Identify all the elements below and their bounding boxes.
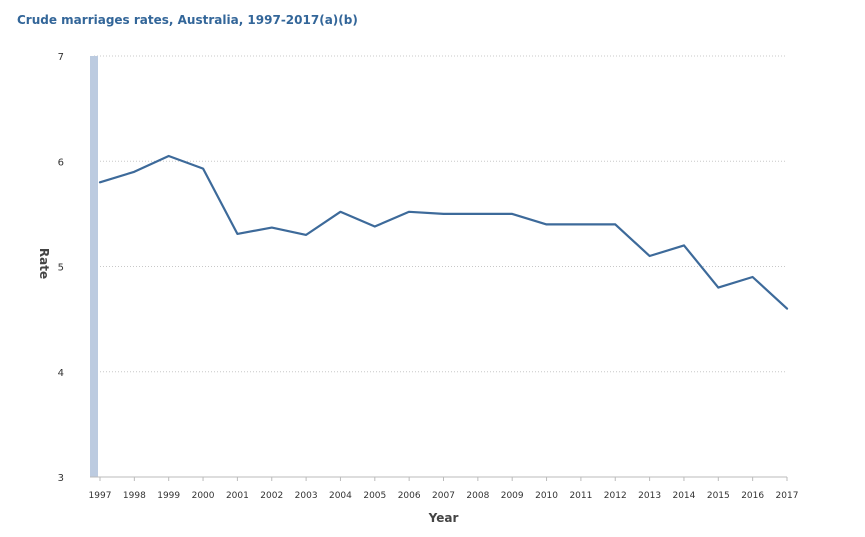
data-point-2001 (235, 232, 239, 236)
x-tick-label-2014: 2014 (672, 491, 695, 501)
data-point-2010 (545, 222, 549, 226)
data-point-2009 (510, 212, 514, 216)
y-tick-label-3: 3 (58, 473, 64, 484)
x-tick-label-2004: 2004 (329, 491, 352, 501)
x-tick-label-2000: 2000 (192, 491, 215, 501)
chart-title: Crude marriages rates, Australia, 1997-2… (17, 13, 358, 27)
x-tick-label-2016: 2016 (741, 491, 764, 501)
data-point-1997 (98, 180, 102, 184)
x-tick-label-2010: 2010 (535, 491, 558, 501)
x-tick-label-2011: 2011 (569, 491, 592, 501)
data-point-1999 (167, 154, 171, 158)
y-axis-title: Rate (37, 248, 51, 279)
x-tick-label-2006: 2006 (398, 491, 421, 501)
x-tick-label-2003: 2003 (295, 491, 318, 501)
y-tick-label-5: 5 (58, 263, 64, 274)
y-axis-band (90, 56, 98, 477)
data-point-2004 (338, 210, 342, 214)
data-point-2012 (613, 222, 617, 226)
x-tick-label-2017: 2017 (776, 491, 799, 501)
x-tick-label-2001: 2001 (226, 491, 249, 501)
data-point-2017 (785, 307, 789, 311)
x-tick-label-2005: 2005 (363, 491, 386, 501)
x-tick-label-1999: 1999 (157, 491, 180, 501)
x-tick-label-2015: 2015 (707, 491, 730, 501)
x-tick-label-2013: 2013 (638, 491, 661, 501)
data-point-2006 (407, 210, 411, 214)
x-tick-label-1998: 1998 (123, 491, 146, 501)
data-point-2014 (682, 243, 686, 247)
axes (90, 476, 788, 481)
x-tick-label-2007: 2007 (432, 491, 455, 501)
data-point-2005 (373, 225, 377, 229)
data-point-2011 (579, 222, 583, 226)
data-point-2008 (476, 212, 480, 216)
data-point-2016 (751, 275, 755, 279)
data-point-2013 (648, 254, 652, 258)
data-point-1998 (132, 170, 136, 174)
series (98, 154, 789, 311)
x-axis-title: Year (428, 511, 459, 525)
y-tick-label-6: 6 (58, 157, 64, 168)
x-tick-label-2012: 2012 (604, 491, 627, 501)
data-point-2015 (716, 286, 720, 290)
x-tick-label-1997: 1997 (89, 491, 112, 501)
data-point-2000 (201, 167, 205, 171)
tick-labels: 3 4 5 6 7 1997 1998 1999 2000 2001 2002 2003 2004 200… (58, 52, 799, 501)
x-tick-label-2009: 2009 (501, 491, 524, 501)
data-point-2002 (270, 226, 274, 230)
data-point-2007 (442, 212, 446, 216)
y-tick-label-4: 4 (58, 368, 64, 379)
series-line-0 (98, 154, 789, 310)
x-tick-label-2002: 2002 (260, 491, 283, 501)
data-point-2003 (304, 233, 308, 237)
x-tick-label-2008: 2008 (466, 491, 489, 501)
y-tick-label-7: 7 (58, 52, 64, 63)
